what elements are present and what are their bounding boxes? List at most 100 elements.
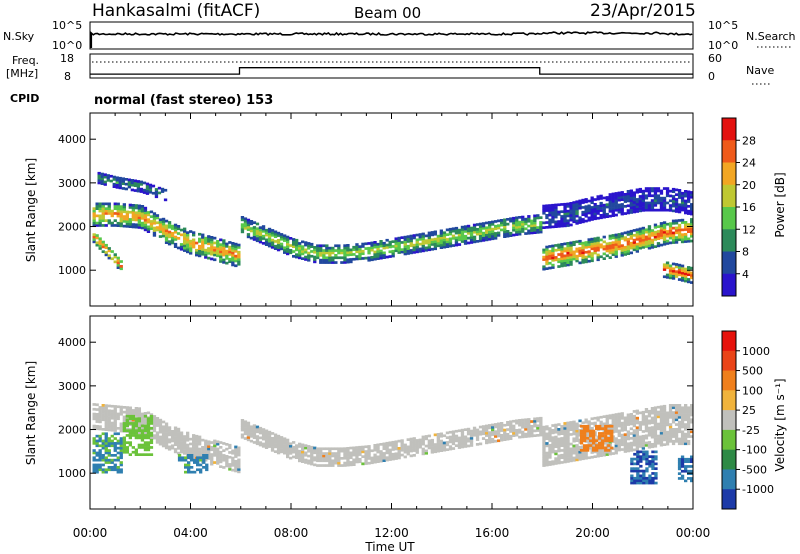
velocity-cell bbox=[379, 443, 383, 446]
power-cell bbox=[243, 217, 248, 221]
y-tick-label: 3000 bbox=[58, 380, 86, 393]
velocity-cell bbox=[116, 442, 120, 445]
velocity-cell bbox=[273, 440, 278, 444]
velocity-cell bbox=[319, 459, 323, 463]
power-cell bbox=[319, 244, 323, 248]
velocity-cell bbox=[604, 449, 608, 452]
velocity-cell bbox=[560, 444, 564, 447]
velocity-cell bbox=[104, 421, 108, 424]
power-cell bbox=[671, 197, 676, 201]
velocity-cell bbox=[460, 431, 465, 434]
velocity-cell bbox=[186, 446, 190, 449]
velocity-cell bbox=[104, 406, 108, 410]
velocity-cell bbox=[674, 413, 679, 417]
velocity-cell bbox=[633, 457, 637, 461]
power-cell bbox=[421, 249, 425, 253]
power-cell bbox=[485, 221, 489, 225]
velocity-cell bbox=[183, 435, 187, 438]
velocity-cell bbox=[488, 424, 492, 427]
power-cell bbox=[448, 239, 453, 243]
power-cell bbox=[367, 256, 371, 260]
velocity-cell bbox=[599, 420, 603, 424]
power-cell bbox=[122, 220, 127, 223]
velocity-cell bbox=[397, 451, 401, 455]
velocity-cell bbox=[307, 459, 311, 463]
velocity-cell bbox=[125, 414, 130, 418]
velocity-cell bbox=[196, 468, 200, 472]
velocity-cell bbox=[475, 443, 480, 446]
velocity-cell bbox=[316, 447, 320, 451]
power-cell bbox=[569, 246, 573, 249]
velocity-cell bbox=[158, 426, 163, 429]
power-cell bbox=[617, 191, 621, 195]
velocity-cell bbox=[566, 438, 570, 442]
velocity-cell bbox=[566, 445, 570, 449]
velocity-cell bbox=[677, 416, 682, 419]
power-cell bbox=[494, 224, 498, 228]
velocity-cell bbox=[110, 458, 114, 462]
power-cell bbox=[626, 199, 631, 203]
power-cell bbox=[295, 241, 299, 244]
nsky-tick-top: 10^5 bbox=[52, 19, 82, 32]
nave-tick-bottom: 0 bbox=[708, 70, 715, 83]
power-cell bbox=[557, 210, 561, 214]
power-cell bbox=[687, 223, 691, 226]
power-cell bbox=[587, 245, 591, 249]
velocity-cell bbox=[213, 444, 217, 448]
velocity-cell bbox=[234, 448, 238, 451]
power-cell bbox=[590, 201, 594, 204]
velocity-cell bbox=[95, 408, 99, 411]
velocity-cell bbox=[331, 461, 335, 465]
power-cell bbox=[521, 227, 525, 231]
power-cell bbox=[497, 219, 501, 223]
velocity-cell bbox=[623, 438, 628, 441]
velocity-cell bbox=[255, 428, 260, 431]
power-cell bbox=[385, 246, 389, 249]
velocity-cell bbox=[463, 440, 468, 443]
power-cell bbox=[137, 214, 142, 217]
power-cell bbox=[340, 256, 344, 260]
power-cell bbox=[560, 222, 564, 225]
power-cell bbox=[566, 256, 570, 260]
power-cell bbox=[557, 220, 561, 223]
velocity-cell bbox=[222, 456, 226, 460]
velocity-cell bbox=[527, 432, 531, 436]
power-cell bbox=[97, 174, 101, 177]
power-cell bbox=[668, 194, 673, 198]
velocity-cell bbox=[199, 458, 203, 462]
velocity-cell bbox=[629, 417, 634, 421]
velocity-cell bbox=[542, 452, 546, 455]
velocity-cell bbox=[623, 433, 628, 436]
power-cell bbox=[107, 207, 111, 210]
power-cell bbox=[566, 205, 570, 208]
velocity-cell bbox=[527, 427, 531, 431]
velocity-cell bbox=[373, 458, 377, 462]
velocity-cell bbox=[630, 457, 634, 461]
power-cell bbox=[101, 204, 105, 208]
power-cell bbox=[164, 219, 169, 223]
velocity-cell bbox=[205, 468, 209, 472]
velocity-cell bbox=[195, 442, 199, 445]
velocity-cell bbox=[630, 469, 634, 473]
power-cell bbox=[179, 233, 184, 237]
power-cell bbox=[614, 236, 618, 239]
power-cell bbox=[379, 252, 383, 255]
power-cell bbox=[319, 258, 323, 262]
velocity-cell bbox=[225, 462, 229, 465]
power-cell bbox=[418, 235, 422, 239]
velocity-cell bbox=[286, 438, 290, 442]
velocity-cell bbox=[92, 458, 96, 462]
velocity-cell bbox=[644, 417, 649, 421]
velocity-cell bbox=[684, 460, 688, 463]
velocity-cell bbox=[466, 430, 471, 433]
power-cell bbox=[130, 179, 135, 182]
power-cell bbox=[110, 209, 114, 213]
velocity-cell bbox=[469, 434, 474, 438]
power-cell bbox=[173, 238, 178, 241]
velocity-cell bbox=[644, 415, 649, 418]
velocity-cell bbox=[690, 404, 694, 407]
velocity-cell bbox=[240, 426, 245, 429]
power-cell bbox=[343, 256, 347, 259]
velocity-cell bbox=[225, 459, 229, 463]
power-cell bbox=[569, 214, 573, 217]
